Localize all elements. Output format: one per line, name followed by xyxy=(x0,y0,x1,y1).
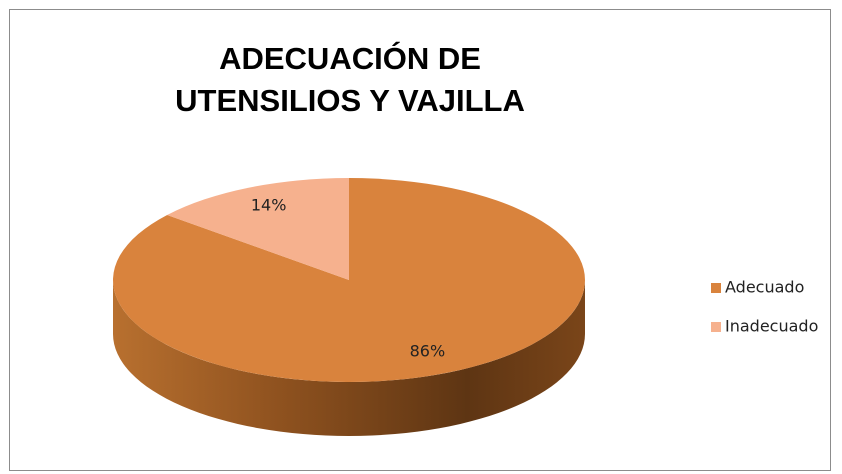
chart-frame xyxy=(9,9,831,471)
pie-slice xyxy=(112,178,585,382)
legend-swatch xyxy=(711,322,721,332)
chart-title: ADECUACIÓN DE UTENSILIOS Y VAJILLA xyxy=(175,41,525,118)
legend-label: Adecuado xyxy=(725,278,804,297)
pie-side xyxy=(113,280,585,436)
data-label: 86% xyxy=(410,341,446,360)
data-label: 14% xyxy=(251,196,287,215)
pie-slice xyxy=(167,178,349,280)
legend-label: Inadecuado xyxy=(725,317,818,336)
legend-swatch xyxy=(711,283,721,293)
